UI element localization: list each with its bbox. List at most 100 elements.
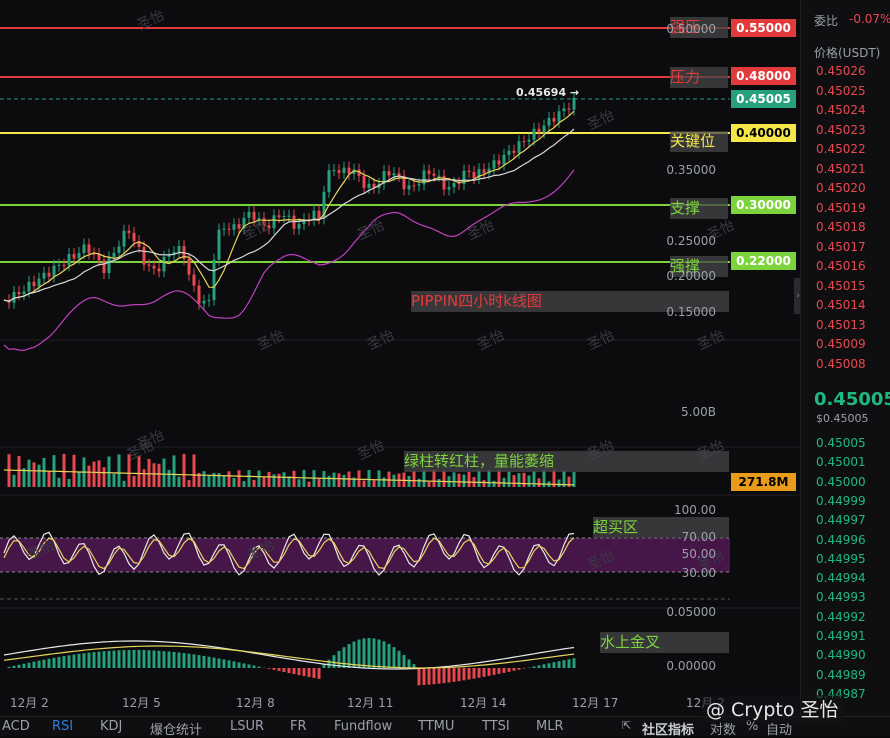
volume-bar (408, 476, 411, 487)
last-price-usd: $0.45005 (816, 412, 869, 425)
candle-body (13, 292, 16, 303)
bid-price[interactable]: 0.44995 (816, 552, 866, 566)
ask-price[interactable]: 0.45019 (816, 201, 866, 215)
price-tag-support: 0.30000 (731, 196, 796, 214)
bid-price[interactable]: 0.44994 (816, 571, 866, 585)
ask-price[interactable]: 0.45016 (816, 259, 866, 273)
ask-price[interactable]: 0.45023 (816, 123, 866, 137)
bid-price[interactable]: 0.45005 (816, 436, 866, 450)
tab-ttsi[interactable]: TTSI (482, 719, 510, 734)
ask-price[interactable]: 0.45022 (816, 142, 866, 156)
macd-histogram-bar (458, 668, 461, 681)
last-price: 0.45005 (814, 389, 890, 410)
volume-bar (68, 479, 71, 487)
bid-price[interactable]: 0.44989 (816, 668, 866, 682)
watermark-text: 圣怡 (365, 327, 397, 353)
volume-bar (363, 481, 366, 487)
bid-price[interactable]: 0.44997 (816, 513, 866, 527)
candle-body (278, 215, 281, 217)
ask-price[interactable]: 0.45024 (816, 103, 866, 117)
macd-histogram-bar (513, 668, 516, 671)
watermark-text: 圣怡 (465, 217, 497, 243)
macd-histogram-bar (88, 653, 91, 668)
volume-bar (13, 475, 16, 487)
candle-body (428, 170, 431, 173)
volume-bar (403, 473, 406, 487)
macd-histogram-bar (568, 659, 571, 668)
ask-price[interactable]: 0.45009 (816, 337, 866, 351)
volume-bar (428, 482, 431, 487)
candle-body (448, 187, 451, 189)
bid-price[interactable]: 0.44999 (816, 494, 866, 508)
tab-ttmu[interactable]: TTMU (418, 719, 454, 734)
macd-histogram-bar (28, 663, 31, 668)
bid-price[interactable]: 0.44990 (816, 648, 866, 662)
volume-bar (438, 479, 441, 487)
ask-price[interactable]: 0.45025 (816, 84, 866, 98)
bid-price[interactable]: 0.44991 (816, 629, 866, 643)
ma-line-yellow (4, 111, 574, 301)
volume-bar (38, 465, 41, 487)
tab-rsi[interactable]: RSI (52, 719, 73, 734)
community-indicators-button[interactable]: 社区指标 (642, 719, 694, 738)
tab-lsur[interactable]: LSUR (230, 719, 264, 734)
volume-bar (478, 471, 481, 487)
candle-body (118, 246, 121, 252)
volume-bar (343, 475, 346, 487)
ask-price[interactable]: 0.45008 (816, 357, 866, 371)
macd-histogram-bar (448, 668, 451, 682)
tab-liquidation[interactable]: 爆仓统计 (150, 719, 202, 738)
ask-price[interactable]: 0.45013 (816, 318, 866, 332)
macd-histogram-bar (108, 651, 111, 668)
high-marker: 0.45694 → (516, 86, 579, 99)
tab-fundflow[interactable]: Fundflow (334, 719, 392, 734)
candle-body (193, 275, 196, 286)
volume-bar (413, 471, 416, 487)
ask-price[interactable]: 0.45026 (816, 64, 866, 78)
bid-price[interactable]: 0.44993 (816, 590, 866, 604)
macd-histogram-bar (13, 666, 16, 668)
candle-body (483, 169, 486, 173)
ask-price[interactable]: 0.45018 (816, 220, 866, 234)
tab-kdj[interactable]: KDJ (100, 719, 122, 734)
macd-histogram-bar (473, 668, 476, 679)
macd-histogram-bar (38, 661, 41, 668)
macd-histogram-bar (303, 668, 306, 676)
candle-body (318, 211, 321, 219)
macd-histogram-bar (363, 638, 366, 668)
bid-price[interactable]: 0.44996 (816, 533, 866, 547)
external-link-icon[interactable]: ⇱ (622, 719, 631, 732)
macd-histogram-bar (18, 665, 21, 668)
tab-mlr[interactable]: MLR (536, 719, 564, 734)
macd-histogram-bar (43, 660, 46, 668)
macd-histogram-bar (463, 668, 466, 680)
chart-area[interactable]: 圣怡圣怡圣怡圣怡圣怡圣怡圣怡圣怡圣怡圣怡圣怡圣怡圣怡圣怡圣怡圣怡圣怡圣怡圣怡圣怡… (0, 0, 800, 716)
ask-price[interactable]: 0.45020 (816, 181, 866, 195)
bid-price[interactable]: 0.45001 (816, 455, 866, 469)
label-support: 支撑 (670, 198, 728, 219)
macd-histogram-bar (173, 652, 176, 668)
candle-body (153, 266, 156, 269)
volume-bar (298, 479, 301, 487)
volume-bar (538, 478, 541, 487)
ask-price[interactable]: 0.45017 (816, 240, 866, 254)
ask-price[interactable]: 0.45015 (816, 279, 866, 293)
volume-bar (423, 470, 426, 487)
macd-histogram-bar (488, 668, 491, 676)
candle-body (53, 266, 56, 277)
macd-histogram-bar (138, 650, 141, 668)
candle-body (513, 151, 516, 153)
candle-body (148, 265, 151, 266)
bid-price[interactable]: 0.44992 (816, 610, 866, 624)
volume-bar (153, 463, 156, 487)
macd-axis-label: 0.00000 (666, 659, 716, 673)
ask-price[interactable]: 0.45014 (816, 298, 866, 312)
tab-acd[interactable]: ACD (2, 719, 30, 734)
volume-bar (338, 473, 341, 487)
candle-body (283, 216, 286, 217)
tab-fr[interactable]: FR (290, 719, 307, 734)
bid-price[interactable]: 0.45000 (816, 475, 866, 489)
volume-current-tag: 271.8M (731, 473, 796, 491)
ask-price[interactable]: 0.45021 (816, 162, 866, 176)
macd-histogram-bar (563, 660, 566, 668)
